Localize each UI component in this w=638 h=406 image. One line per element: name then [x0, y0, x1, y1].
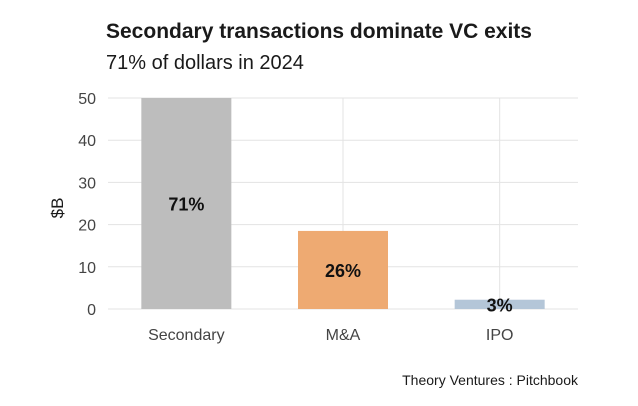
y-axis-label: $B [48, 198, 67, 219]
bar-ipo [454, 299, 545, 309]
x-axis-ticks: Secondary M&A IPO [148, 327, 513, 344]
y-tick-label: 0 [87, 302, 96, 319]
bar-secondary [141, 98, 232, 309]
chart-subtitle: 71% of dollars in 2024 [106, 52, 304, 74]
y-tick-label: 30 [78, 175, 96, 192]
y-tick-label: 50 [78, 91, 96, 108]
y-tick-label: 40 [78, 133, 96, 150]
bar-data-label: 71% [168, 195, 204, 215]
bar-data-label: 26% [325, 261, 361, 281]
y-tick-label: 10 [78, 260, 96, 277]
x-tick-label: Secondary [148, 327, 225, 344]
bar-m-a [298, 230, 388, 309]
y-tick-label: 20 [78, 218, 96, 235]
chart-title: Secondary transactions dominate VC exits [106, 20, 532, 43]
x-tick-label: IPO [486, 327, 514, 344]
x-tick-label: M&A [326, 327, 361, 344]
bar-data-label: 3% [487, 295, 513, 315]
bars: 71% 26% 3% [141, 98, 545, 315]
chart-source: Theory Ventures : Pitchbook [402, 372, 578, 388]
y-axis-ticks: 0 10 20 30 40 50 [78, 91, 96, 319]
